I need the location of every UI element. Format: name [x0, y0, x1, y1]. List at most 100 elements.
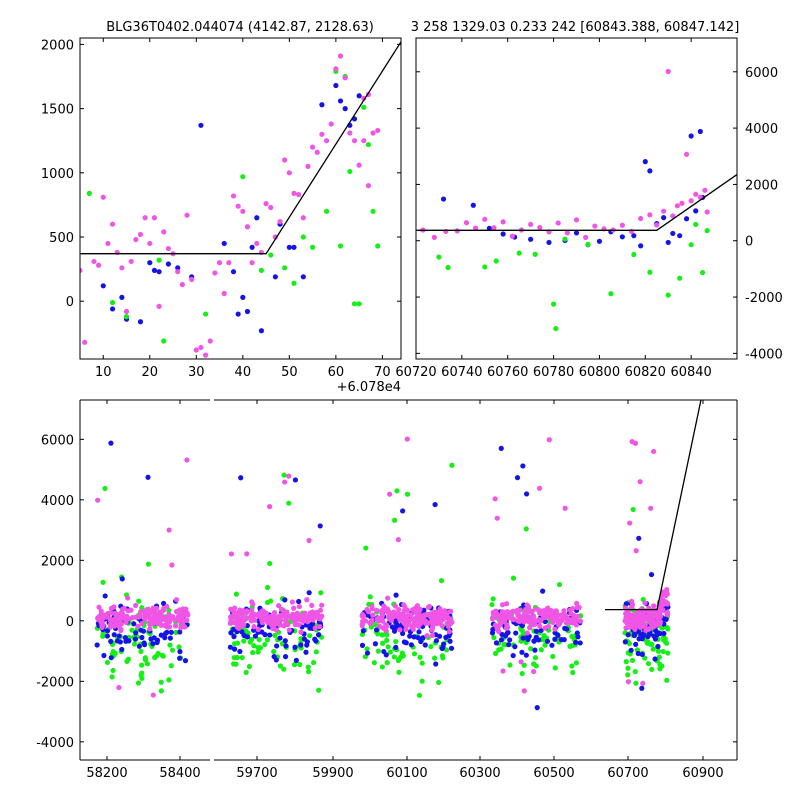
data-point-green	[144, 661, 151, 667]
data-point-blue	[364, 650, 371, 656]
data-point-blue	[655, 643, 661, 650]
data-point-green	[110, 667, 116, 674]
data-point-blue	[486, 225, 492, 231]
data-point-green	[297, 661, 303, 668]
data-point-pink	[386, 615, 392, 621]
data-point-pink	[528, 221, 534, 228]
data-point-blue	[301, 636, 308, 642]
data-point-pink	[268, 621, 274, 627]
data-point-blue	[523, 652, 529, 658]
data-point-blue	[151, 267, 158, 274]
data-point-green	[153, 653, 160, 659]
data-point-blue	[296, 598, 302, 605]
x-tick-label: 20	[142, 365, 159, 380]
data-point-blue	[228, 630, 234, 636]
axes-frame	[79, 37, 402, 360]
data-point-pink	[361, 138, 367, 144]
data-point-pink	[289, 599, 295, 605]
data-point-pink	[514, 607, 520, 613]
data-point-pink	[408, 612, 414, 618]
data-point-pink	[665, 68, 671, 75]
data-point-pink	[370, 130, 376, 136]
data-point-pink	[592, 223, 598, 229]
data-point-green	[552, 665, 558, 671]
data-point-green	[625, 672, 631, 678]
data-point-pink	[391, 610, 397, 616]
data-point-blue	[282, 638, 288, 644]
data-point-green	[556, 581, 563, 588]
data-point-pink	[629, 624, 635, 630]
data-point-pink	[642, 600, 648, 606]
y-tick-label: 1000	[41, 167, 74, 182]
x-tick-label: 60900	[682, 766, 723, 781]
data-point-green	[234, 654, 240, 661]
data-point-blue	[313, 638, 319, 644]
data-point-pink	[502, 611, 508, 617]
data-point-green	[553, 325, 559, 332]
data-point-pink	[583, 234, 589, 240]
data-point-pink	[651, 603, 657, 609]
data-point-pink	[105, 610, 111, 617]
data-point-green	[490, 596, 496, 602]
data-point-pink	[147, 622, 153, 628]
data-point-green	[100, 579, 106, 585]
data-point-blue	[177, 649, 183, 655]
data-point-pink	[333, 66, 339, 72]
data-point-pink	[499, 602, 506, 608]
data-point-pink	[431, 234, 437, 240]
data-point-pink	[133, 602, 139, 609]
data-point-blue	[596, 238, 603, 244]
data-point-green	[562, 236, 568, 242]
data-point-pink	[657, 609, 663, 615]
data-point-pink	[404, 436, 410, 442]
data-point-green	[176, 644, 182, 650]
data-point-pink	[271, 609, 278, 616]
data-point-pink	[537, 623, 543, 629]
data-point-pink	[151, 215, 158, 221]
data-point-blue	[525, 636, 531, 642]
data-point-pink	[638, 215, 644, 222]
data-point-blue	[670, 230, 676, 237]
data-point-pink	[507, 610, 514, 616]
y-tick-label: 2000	[745, 178, 778, 193]
data-point-blue	[422, 642, 428, 648]
data-point-pink	[337, 53, 344, 59]
data-point-pink	[463, 220, 470, 226]
data-point-pink	[164, 603, 170, 610]
data-point-blue	[393, 644, 399, 651]
data-point-blue	[249, 244, 255, 250]
data-point-blue	[549, 642, 555, 648]
data-point-blue	[108, 638, 114, 644]
data-point-pink	[292, 622, 298, 628]
data-point-pink	[370, 612, 376, 618]
top-left-panel: 10 20 30 40 50 60 70 0 500 1000 1500 2000 +6.078e4	[41, 37, 402, 395]
data-point-blue	[374, 627, 380, 633]
data-point-green	[419, 678, 425, 684]
data-point-blue	[661, 630, 667, 637]
data-point-pink	[641, 623, 648, 629]
data-point-blue	[652, 656, 658, 662]
data-point-pink	[538, 618, 544, 624]
data-point-green	[271, 648, 277, 655]
data-point-green	[629, 657, 636, 664]
data-point-pink	[448, 608, 454, 614]
data-point-pink	[628, 228, 635, 235]
data-point-pink	[319, 613, 325, 619]
data-point-pink	[536, 485, 543, 491]
y-tick-label: 6000	[41, 433, 74, 448]
data-point-pink	[173, 597, 180, 603]
data-point-pink	[683, 151, 690, 157]
data-point-green	[665, 626, 671, 632]
data-point-green	[135, 680, 142, 686]
data-point-pink	[118, 626, 124, 633]
data-point-pink	[429, 625, 436, 631]
data-point-pink	[500, 219, 506, 225]
data-point-blue	[238, 475, 244, 481]
data-point-pink	[207, 338, 213, 344]
data-point-pink	[283, 614, 289, 620]
data-point-pink	[368, 618, 375, 624]
data-point-blue	[514, 475, 521, 481]
data-point-pink	[439, 623, 445, 629]
data-point-blue	[221, 240, 227, 247]
data-point-pink	[286, 627, 292, 633]
